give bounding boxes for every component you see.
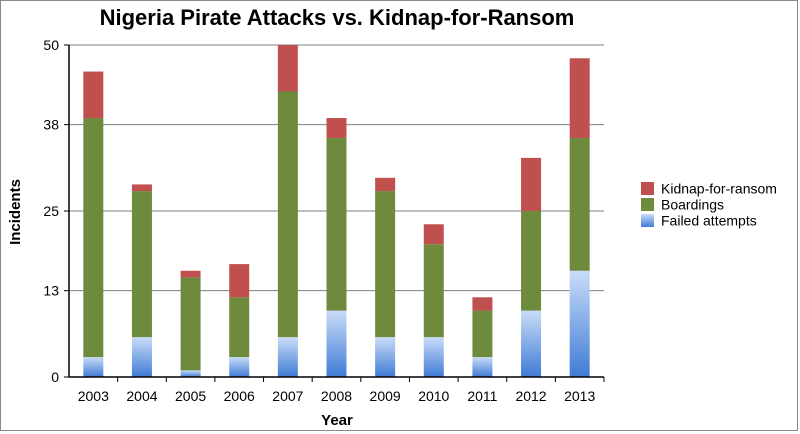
bar-kidnap-for-ransom-2004 bbox=[131, 184, 152, 192]
y-tick-label: 0 bbox=[51, 369, 59, 385]
bar-failed-attempts-2012 bbox=[521, 310, 542, 377]
bar-kidnap-for-ransom-2007 bbox=[277, 45, 298, 92]
bar-boardings-2011 bbox=[472, 310, 493, 358]
legend-swatch-kidnap-for-ransom bbox=[641, 182, 654, 195]
x-tick-label: 2010 bbox=[418, 388, 449, 404]
bar-failed-attempts-2007 bbox=[277, 337, 298, 377]
x-tick-label: 2009 bbox=[370, 388, 401, 404]
bar-boardings-2006 bbox=[229, 297, 250, 358]
bar-failed-attempts-2005 bbox=[180, 370, 201, 377]
bar-failed-attempts-2009 bbox=[375, 337, 396, 377]
bar-failed-attempts-2003 bbox=[83, 357, 104, 377]
bar-kidnap-for-ransom-2003 bbox=[83, 71, 104, 119]
bar-kidnap-for-ransom-2008 bbox=[326, 118, 347, 138]
x-tick-labels: 2003 2004 2005 2006 2007 2008 2009 2010 2011 2012… bbox=[78, 377, 605, 404]
x-tick-label: 2007 bbox=[272, 388, 303, 404]
bar-boardings-2007 bbox=[277, 91, 298, 338]
x-axis-title: Year bbox=[321, 412, 353, 429]
legend-swatch-failed-attempts bbox=[641, 214, 654, 227]
bar-kidnap-for-ransom-2011 bbox=[472, 297, 493, 311]
bar-boardings-2010 bbox=[423, 244, 444, 338]
x-tick-label: 2008 bbox=[321, 388, 352, 404]
legend-label: Boardings bbox=[661, 197, 724, 213]
chart-title: Nigeria Pirate Attacks vs. Kidnap-for-Ra… bbox=[100, 5, 575, 30]
y-axis-title: Incidents bbox=[7, 179, 24, 245]
legend-label: Kidnap-for-ransom bbox=[661, 181, 777, 197]
x-tick-label: 2006 bbox=[224, 388, 255, 404]
y-tick-label: 50 bbox=[43, 37, 59, 53]
bar-boardings-2008 bbox=[326, 137, 347, 311]
x-tick-label: 2004 bbox=[126, 388, 157, 404]
bar-kidnap-for-ransom-2009 bbox=[375, 177, 396, 192]
bar-boardings-2003 bbox=[83, 118, 104, 358]
bar-boardings-2005 bbox=[180, 277, 201, 371]
x-tick-label: 2005 bbox=[175, 388, 206, 404]
bar-kidnap-for-ransom-2012 bbox=[521, 157, 542, 211]
bar-kidnap-for-ransom-2010 bbox=[423, 224, 444, 245]
bar-failed-attempts-2006 bbox=[229, 357, 250, 377]
y-tick-label: 25 bbox=[43, 203, 59, 219]
bar-failed-attempts-2011 bbox=[472, 357, 493, 377]
bar-boardings-2012 bbox=[521, 211, 542, 311]
axes bbox=[68, 45, 604, 378]
bar-failed-attempts-2013 bbox=[569, 270, 590, 377]
bar-failed-attempts-2008 bbox=[326, 310, 347, 377]
bar-kidnap-for-ransom-2013 bbox=[569, 58, 590, 138]
bar-boardings-2004 bbox=[131, 191, 152, 338]
bar-kidnap-for-ransom-2005 bbox=[180, 270, 201, 278]
bar-failed-attempts-2004 bbox=[131, 337, 152, 377]
legend-swatch-boardings bbox=[641, 198, 654, 211]
bar-kidnap-for-ransom-2006 bbox=[229, 264, 250, 298]
bar-failed-attempts-2010 bbox=[423, 337, 444, 377]
bar-boardings-2013 bbox=[569, 137, 590, 271]
y-tick-label: 13 bbox=[43, 283, 59, 299]
y-tick-labels: 0 13 25 38 50 bbox=[43, 37, 59, 385]
x-tick-label: 2013 bbox=[564, 388, 595, 404]
x-tick-label: 2012 bbox=[515, 388, 546, 404]
bar-boardings-2009 bbox=[375, 191, 396, 338]
bars bbox=[83, 45, 590, 377]
x-tick-label: 2003 bbox=[78, 388, 109, 404]
y-tick-label: 38 bbox=[43, 117, 59, 133]
x-tick-label: 2011 bbox=[467, 388, 497, 404]
legend-label: Failed attempts bbox=[661, 213, 757, 229]
